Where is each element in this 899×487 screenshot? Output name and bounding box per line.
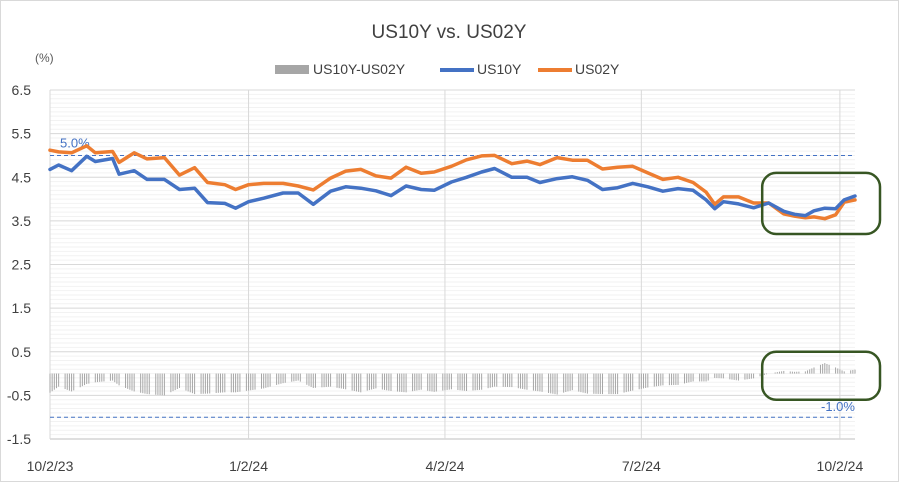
y-tick-label: -0.5: [7, 387, 31, 403]
reference-lines: 5.0%-1.0%: [50, 135, 855, 418]
major-gridlines: [50, 89, 855, 440]
reference-line-label: -1.0%: [821, 399, 855, 414]
y-tick-label: -1.5: [7, 431, 31, 447]
series-lines: [48, 144, 857, 221]
x-tick-label: 10/2/23: [27, 458, 74, 474]
x-tick-label: 4/2/24: [425, 458, 464, 474]
y-tick-label: 3.5: [12, 213, 32, 229]
x-tick-label: 10/2/24: [817, 458, 864, 474]
y-axis-unit-label: (%): [35, 51, 54, 65]
spread-bars: [49, 363, 856, 396]
series-line-us02y: [48, 144, 857, 221]
y-tick-label: 6.5: [12, 82, 32, 98]
highlight-box: [760, 350, 882, 401]
highlight-box: [760, 171, 882, 236]
legend-label-us02y: US02Y: [575, 61, 620, 77]
highlight-boxes: [760, 171, 882, 401]
y-tick-label: 5.5: [12, 126, 32, 142]
legend: US10Y-US02Y US10Y US02Y: [275, 61, 620, 77]
y-tick-label: 4.5: [12, 169, 32, 185]
y-tick-label: 1.5: [12, 300, 32, 316]
x-axis-ticks: 10/2/23 1/2/24 4/2/24 7/2/24 10/2/24: [27, 458, 864, 474]
series-line-us10y: [48, 154, 857, 218]
x-tick-label: 7/2/24: [622, 458, 661, 474]
legend-label-us10y: US10Y: [477, 61, 522, 77]
chart-title: US10Y vs. US02Y: [372, 22, 527, 43]
y-tick-label: 0.5: [12, 344, 32, 360]
y-axis-ticks: 6.5 5.5 4.5 3.5 2.5 1.5 0.5 -0.5 -1.5: [7, 82, 31, 447]
y-tick-label: 2.5: [12, 257, 32, 273]
x-tick-label: 1/2/24: [229, 458, 268, 474]
legend-swatch-spread: [275, 65, 309, 74]
legend-label-spread: US10Y-US02Y: [313, 61, 406, 77]
